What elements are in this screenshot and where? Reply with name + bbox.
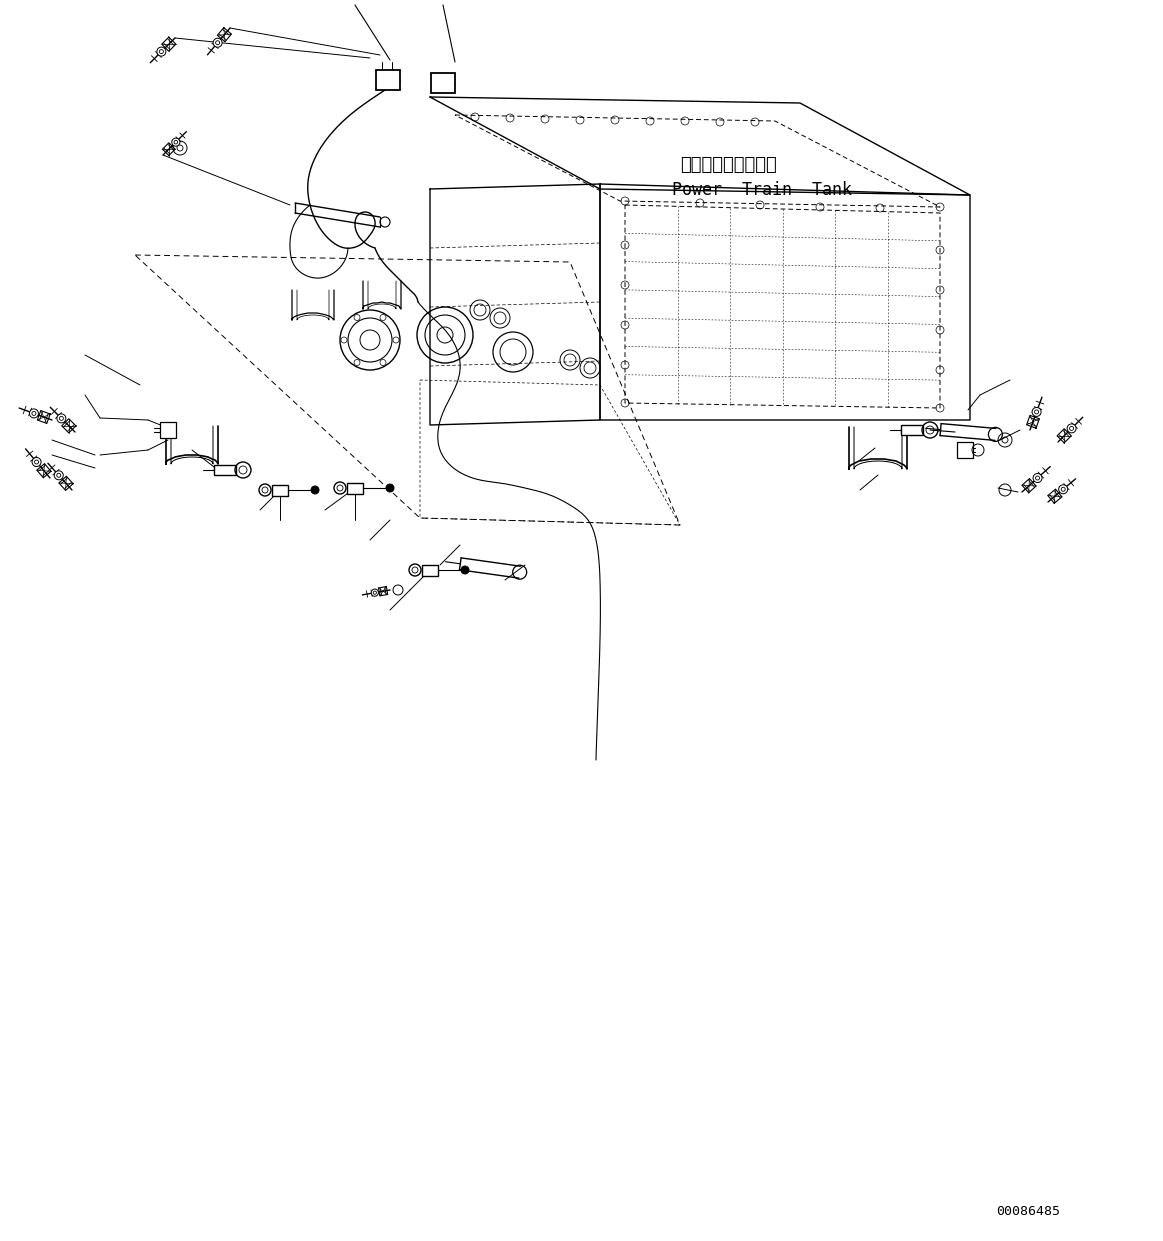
Bar	[214, 465, 236, 475]
Circle shape	[1070, 427, 1073, 431]
Circle shape	[1035, 477, 1040, 480]
Circle shape	[386, 484, 394, 491]
Circle shape	[1068, 424, 1076, 433]
Circle shape	[215, 41, 220, 45]
Circle shape	[373, 591, 377, 594]
Bar	[376, 69, 400, 91]
Bar	[160, 422, 176, 438]
Bar	[347, 483, 363, 494]
Circle shape	[371, 589, 378, 596]
Circle shape	[157, 47, 166, 56]
Circle shape	[174, 140, 178, 144]
Circle shape	[29, 410, 38, 418]
Circle shape	[1033, 474, 1042, 483]
Circle shape	[1061, 488, 1065, 491]
Circle shape	[59, 417, 64, 421]
Circle shape	[1032, 407, 1041, 417]
Bar	[422, 565, 438, 576]
Circle shape	[172, 138, 180, 146]
Bar	[272, 485, 288, 496]
Circle shape	[31, 412, 36, 416]
Circle shape	[159, 50, 163, 53]
Circle shape	[33, 458, 41, 467]
Text: Power  Train  Tank: Power Train Tank	[672, 181, 852, 199]
Circle shape	[57, 473, 60, 478]
Circle shape	[57, 414, 66, 423]
Bar	[957, 442, 973, 458]
Circle shape	[213, 38, 222, 47]
Circle shape	[1058, 485, 1068, 494]
Circle shape	[35, 460, 38, 464]
Circle shape	[311, 486, 319, 494]
Text: 00086485: 00086485	[996, 1205, 1059, 1217]
Circle shape	[55, 470, 63, 480]
Bar	[901, 424, 923, 436]
Circle shape	[461, 566, 469, 575]
Circle shape	[1035, 410, 1039, 414]
Text: パワートレンタンク: パワートレンタンク	[680, 156, 777, 174]
Bar	[431, 73, 455, 93]
